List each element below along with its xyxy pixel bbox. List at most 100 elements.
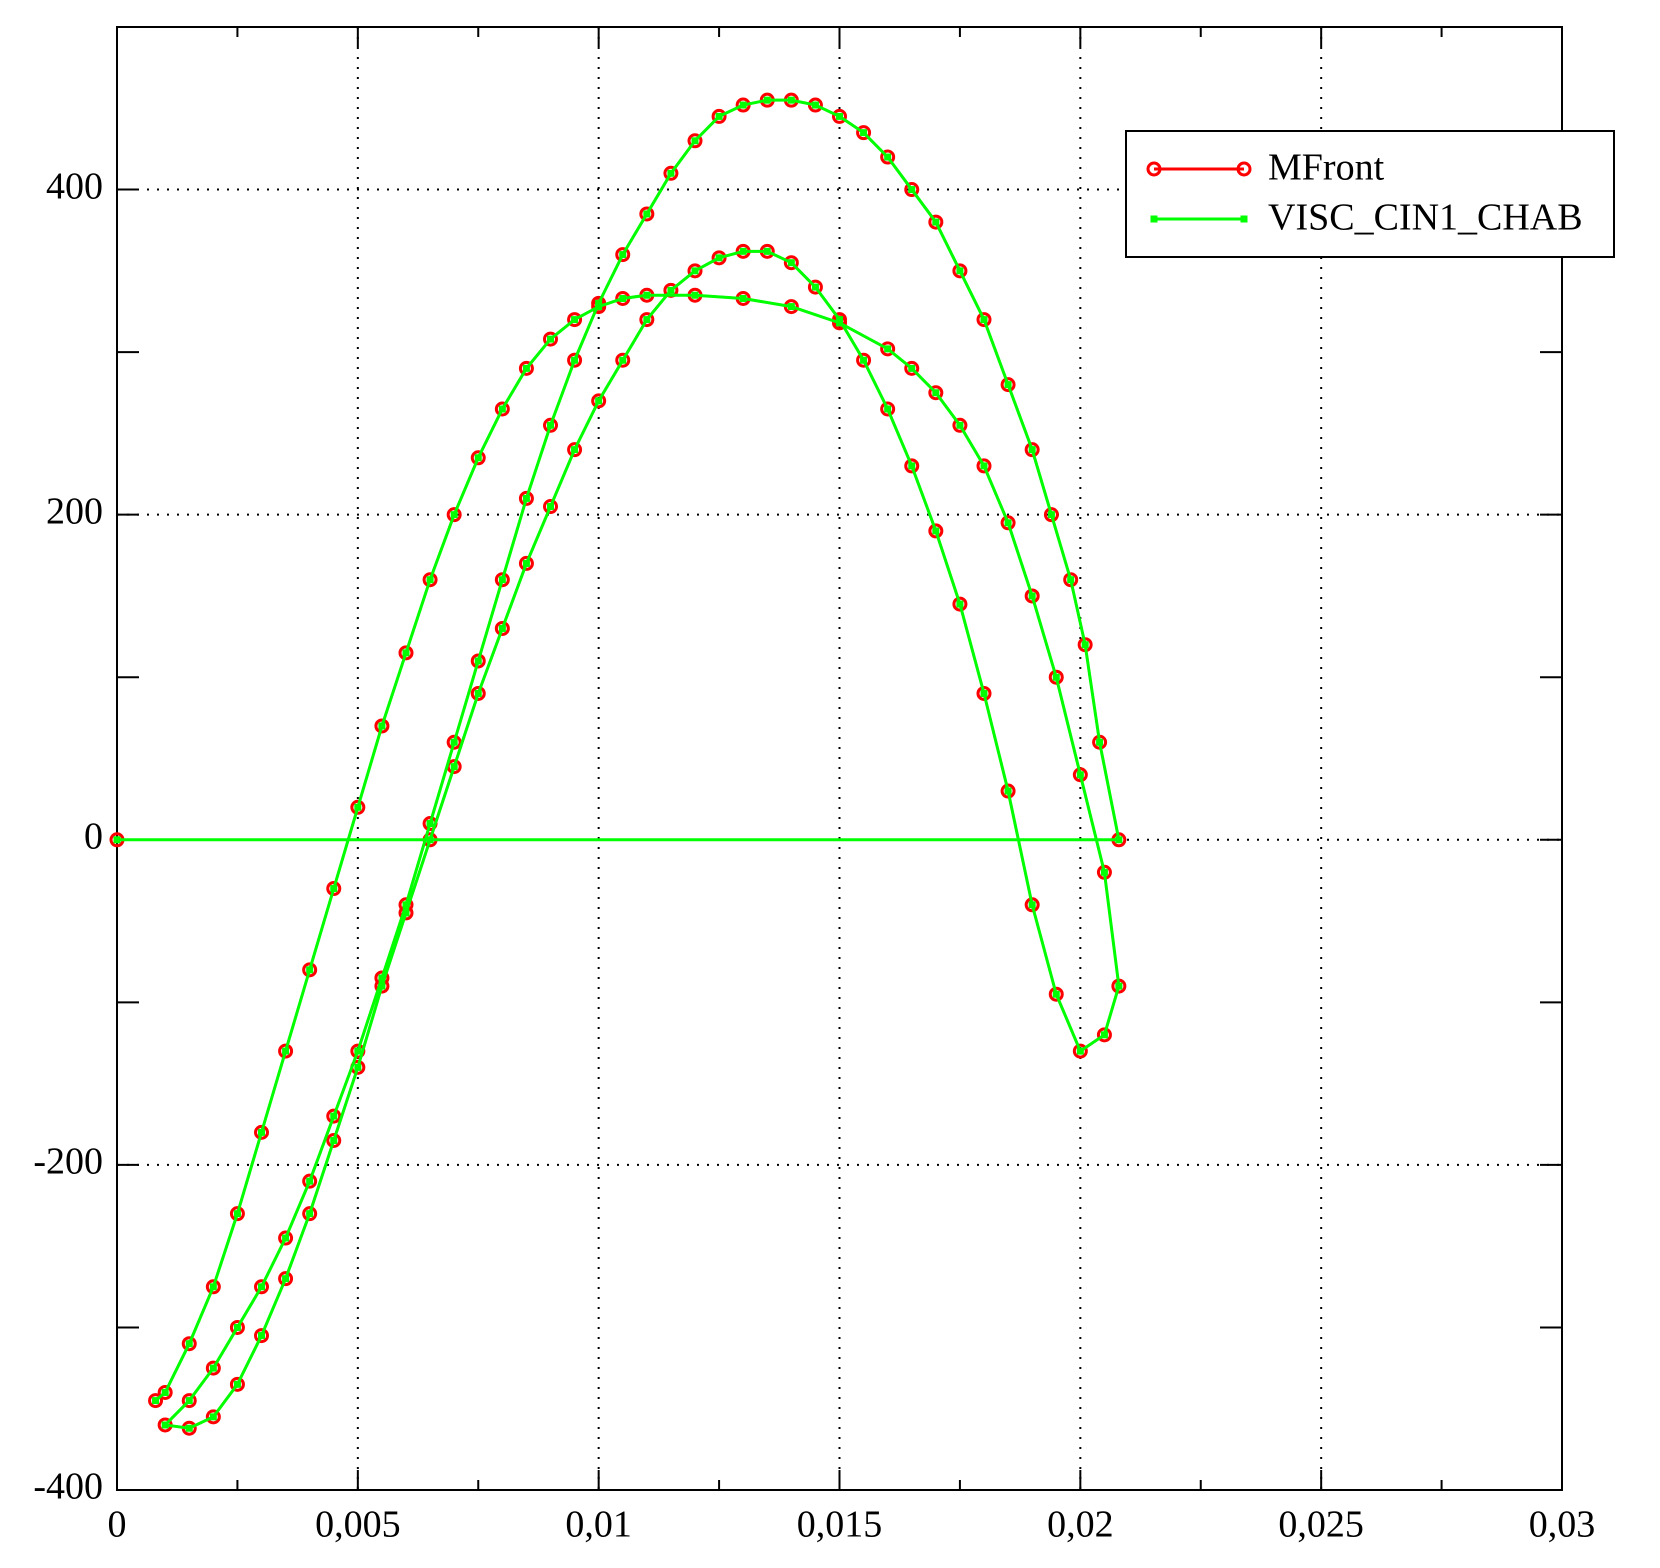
legend-label: VISC_CIN1_CHAB: [1268, 197, 1583, 239]
point: [763, 247, 771, 255]
point: [1000, 377, 1016, 393]
point: [956, 600, 964, 608]
point: [498, 576, 506, 584]
point: [908, 186, 916, 194]
x-tick-label: 0,015: [797, 1504, 883, 1546]
x-tick-label: 0,025: [1278, 1504, 1364, 1546]
point: [980, 689, 988, 697]
point: [547, 335, 554, 343]
point: [426, 576, 434, 584]
legend-marker: [1146, 161, 1162, 177]
point: [205, 1279, 221, 1295]
point: [547, 503, 554, 511]
point: [543, 417, 558, 433]
point: [474, 454, 482, 462]
point: [378, 982, 386, 990]
point: [1067, 576, 1075, 584]
point: [378, 722, 386, 730]
point: [980, 316, 988, 324]
point: [229, 1376, 245, 1392]
point: [783, 255, 799, 271]
point: [233, 1323, 241, 1331]
point: [739, 101, 747, 109]
point: [402, 649, 410, 657]
point: [354, 803, 362, 811]
point: [522, 559, 530, 567]
point: [567, 352, 583, 368]
point: [880, 401, 896, 417]
point: [185, 1424, 193, 1432]
point: [739, 247, 747, 255]
point: [543, 499, 558, 515]
point: [282, 1047, 290, 1055]
point: [980, 462, 988, 470]
point: [880, 149, 896, 165]
point: [1043, 507, 1059, 523]
point: [928, 385, 944, 401]
point: [229, 1206, 245, 1222]
point: [185, 1340, 193, 1348]
point: [205, 1360, 221, 1376]
point: [185, 1397, 193, 1405]
point: [306, 1210, 314, 1218]
point: [354, 1063, 362, 1071]
point: [498, 624, 506, 632]
point: [1081, 641, 1089, 649]
point: [426, 836, 434, 844]
point: [426, 820, 434, 828]
point: [908, 462, 916, 470]
series-line: [117, 98, 1121, 1430]
point: [326, 1133, 342, 1149]
point: [667, 169, 675, 177]
point: [326, 1108, 342, 1124]
point: [258, 1283, 265, 1291]
point: [739, 294, 747, 302]
point: [687, 133, 703, 149]
point: [402, 909, 410, 917]
point: [258, 1332, 265, 1340]
point: [1072, 1043, 1088, 1059]
point: [233, 1210, 241, 1218]
legend-marker: [1240, 215, 1248, 223]
point: [571, 316, 579, 324]
point: [1024, 588, 1040, 604]
point: [1096, 738, 1104, 746]
point: [374, 718, 390, 734]
point: [1004, 381, 1012, 389]
point: [306, 966, 314, 974]
point: [543, 331, 558, 347]
point: [807, 279, 823, 295]
point: [113, 836, 121, 844]
series: [113, 96, 1123, 1432]
point: [691, 137, 699, 145]
point: [1115, 836, 1123, 844]
y-tick-label: 200: [46, 490, 103, 532]
point: [928, 523, 944, 539]
point: [422, 572, 438, 588]
point: [494, 401, 510, 417]
point: [787, 259, 795, 267]
point: [976, 458, 992, 474]
point: [148, 1393, 164, 1409]
point: [1024, 442, 1040, 458]
y-tick-label: -200: [33, 1141, 103, 1183]
point: [908, 364, 916, 372]
point: [446, 507, 462, 523]
x-tick-label: 0,01: [565, 1504, 632, 1546]
point: [446, 734, 462, 750]
point: [494, 620, 510, 636]
point: [209, 1364, 217, 1372]
x-tick-label: 0,02: [1047, 1504, 1114, 1546]
point: [278, 1271, 294, 1287]
point: [378, 974, 386, 982]
legend-marker: [1236, 161, 1252, 177]
point: [711, 250, 727, 266]
y-tick-label: 400: [46, 165, 103, 207]
point: [181, 1336, 197, 1352]
point: [326, 881, 342, 897]
point: [470, 685, 486, 701]
point: [181, 1393, 197, 1409]
point: [952, 263, 968, 279]
point: [398, 645, 414, 661]
point: [470, 653, 486, 669]
